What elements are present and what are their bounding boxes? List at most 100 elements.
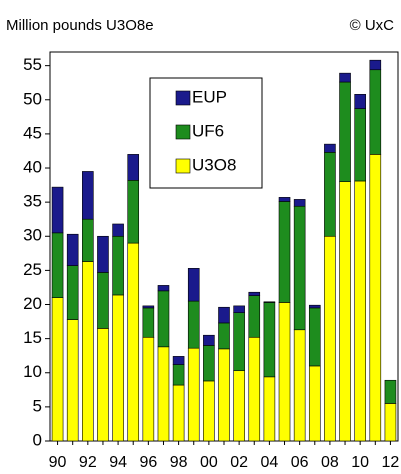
bar-segment <box>324 143 336 153</box>
bar-segment <box>218 348 230 442</box>
bar-segment <box>112 235 124 296</box>
y-tick-label: 5 <box>33 396 42 415</box>
bar-segment <box>293 199 306 207</box>
y-tick-label: 20 <box>23 294 42 313</box>
bar-segment <box>203 380 215 442</box>
bar-segment <box>308 365 321 442</box>
bar-segment <box>127 154 140 181</box>
y-tick-label: 30 <box>23 226 42 245</box>
bar-segment <box>187 300 200 349</box>
x-tick-label: 06 <box>291 454 309 471</box>
x-tick-label: 02 <box>230 454 248 471</box>
y-tick-label: 0 <box>33 430 42 449</box>
bar-segment <box>112 223 124 237</box>
bar-segment <box>339 181 351 442</box>
bar-segment <box>66 233 79 266</box>
bar-segment <box>354 94 366 109</box>
bar-segment <box>51 297 64 442</box>
x-tick-label: 98 <box>170 454 188 471</box>
legend-label: UF6 <box>192 121 224 140</box>
x-tick-label: 92 <box>79 454 97 471</box>
bar-segment <box>278 201 291 303</box>
bar-segment <box>354 108 366 182</box>
x-tick-label: 04 <box>260 454 278 471</box>
bar-segment <box>248 336 261 442</box>
legend-swatch <box>175 124 191 140</box>
bar-segment <box>354 180 366 442</box>
bar-segment <box>97 328 109 442</box>
x-tick-label: 08 <box>321 454 339 471</box>
y-tick-label: 40 <box>23 158 42 177</box>
bar-segment <box>218 306 230 324</box>
bar-segment <box>233 312 245 372</box>
bar-segment <box>97 235 109 273</box>
bar-segment <box>263 302 276 378</box>
bar-segment <box>233 305 245 313</box>
bar-segment <box>263 376 276 442</box>
bar-segment <box>51 186 64 234</box>
bar-segment <box>248 295 261 338</box>
bar-segment <box>369 59 382 71</box>
bar-segment <box>263 301 276 303</box>
legend-swatch <box>175 90 191 106</box>
y-tick-label: 15 <box>23 328 42 347</box>
bar-segment <box>82 218 94 262</box>
legend-label: EUP <box>192 87 227 106</box>
bar-segment <box>339 72 351 83</box>
bar-segment <box>187 347 200 442</box>
bar-segment <box>384 403 397 442</box>
x-tick-label: 90 <box>49 454 67 471</box>
bar-segment <box>127 242 140 442</box>
bar-segment <box>293 329 306 442</box>
bar-segment <box>142 336 155 442</box>
x-tick-label: 00 <box>200 454 218 471</box>
y-tick-label: 55 <box>23 55 42 74</box>
bar-segment <box>203 334 215 346</box>
bar-segment <box>233 370 245 442</box>
bar-segment <box>82 171 94 220</box>
y-tick-label: 45 <box>23 123 42 142</box>
y-tick-label: 25 <box>23 260 42 279</box>
bar-segment <box>293 205 306 331</box>
legend-label: U3O8 <box>192 155 236 174</box>
legend-swatch <box>175 158 191 174</box>
bar-segment <box>112 294 124 442</box>
bar-segment <box>248 291 261 296</box>
bar-segment <box>384 379 397 404</box>
x-tick-label: 10 <box>351 454 369 471</box>
bar-segment <box>127 180 140 244</box>
y-tick-label: 35 <box>23 192 42 211</box>
source: © UxC <box>350 17 395 34</box>
bar-segment <box>142 305 155 309</box>
bar-segment <box>82 261 94 442</box>
bar-segment <box>172 364 185 386</box>
x-tick-label: 12 <box>382 454 400 471</box>
x-tick-label: 94 <box>109 454 127 471</box>
bar-segment <box>308 307 321 367</box>
bar-segment <box>97 272 109 329</box>
bar-segment <box>369 154 382 442</box>
bar-segment <box>339 81 351 182</box>
bar-segment <box>308 304 321 309</box>
bar-segment <box>172 356 185 365</box>
bar-segment <box>66 265 79 320</box>
bar-segment <box>187 268 200 302</box>
y-tick-label: 10 <box>23 362 42 381</box>
x-tick-label: 96 <box>139 454 157 471</box>
bar-segment <box>66 319 79 442</box>
bar-segment <box>157 285 170 292</box>
bar-segment <box>51 232 64 298</box>
bar-segment <box>157 346 170 442</box>
bar-segment <box>278 197 291 202</box>
subtitle: Million pounds U3O8e <box>6 17 154 34</box>
bar-segment <box>324 152 336 237</box>
bar-segment <box>203 345 215 382</box>
bar-segment <box>324 235 336 442</box>
bar-segment <box>157 290 170 348</box>
bar-segment <box>218 322 230 350</box>
legend-box <box>149 77 263 189</box>
y-tick-label: 50 <box>23 89 42 108</box>
bar-segment <box>278 302 291 442</box>
bar-segment <box>172 384 185 442</box>
